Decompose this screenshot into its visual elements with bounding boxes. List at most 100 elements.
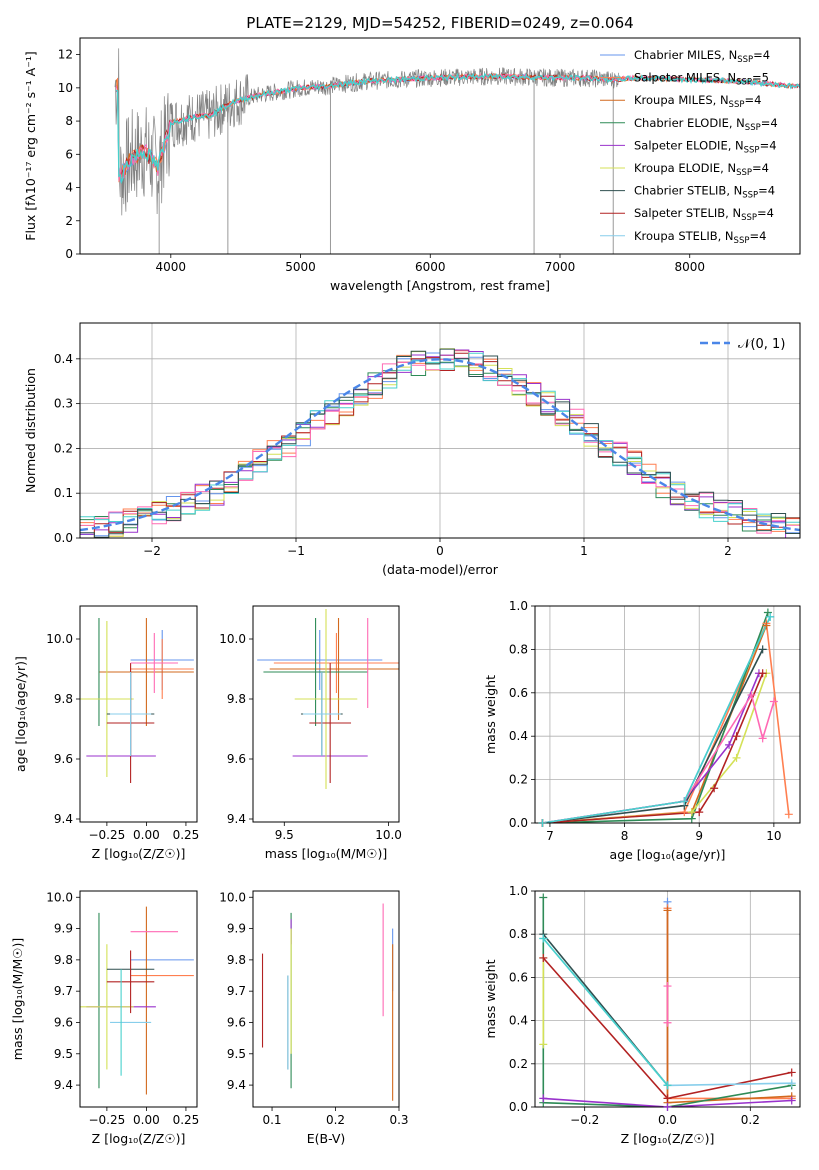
y-tick-label: 0.4	[54, 352, 73, 366]
x-tick-label: 0.1	[262, 1113, 281, 1127]
y-tick-label: 0.2	[54, 441, 73, 455]
y-axis-label: mass weight	[483, 675, 498, 754]
mass-weight-line	[542, 672, 760, 823]
mass-weight-line	[666, 908, 792, 1100]
axes-frame	[79, 37, 801, 255]
mass-weight-line	[542, 620, 790, 823]
marker-plus	[663, 982, 672, 991]
x-axis-label: Z [log₁₀(Z/Z☉)]	[92, 1131, 186, 1146]
x-axis-label: Z [log₁₀(Z/Z☉)]	[92, 846, 186, 861]
y-tick-label: 9.4	[227, 812, 246, 826]
x-tick-label: 0.0	[658, 1113, 677, 1127]
marker-plus	[663, 906, 672, 915]
y-tick-label: 0.3	[54, 397, 73, 411]
x-tick-label: 0.00	[133, 1113, 160, 1127]
y-axis-label: age [log₁₀(age/yr)]	[13, 656, 28, 772]
residual-histogram	[80, 352, 800, 530]
x-tick-label: 4000	[156, 260, 187, 274]
x-tick-label: 2	[724, 544, 732, 558]
marker-plus	[663, 1094, 672, 1103]
legend-label: Chabrier MILES, NSSP=4	[634, 48, 770, 65]
plot-area	[80, 348, 800, 538]
x-tick-label: −0.2	[570, 1113, 599, 1127]
plot-area	[542, 612, 790, 823]
marker-plus	[539, 953, 548, 962]
y-tick-label: 9.9	[54, 922, 73, 936]
x-tick-label: 7000	[545, 260, 576, 274]
legend-label: Salpeter STELIB, NSSP=4	[634, 206, 774, 223]
legend-label: Kroupa STELIB, NSSP=4	[634, 229, 766, 246]
y-tick-label: 1.0	[509, 884, 528, 898]
model-spectrum	[115, 72, 800, 185]
plot-area	[80, 906, 194, 1095]
y-tick-label: 0.0	[509, 816, 528, 830]
axes-frame	[252, 890, 400, 1108]
panel-age_vs_mass: 9.5 10.0 9.4 9.6 9.8 10.0 mass [log₁₀(M/M☉)]	[219, 605, 402, 861]
x-axis-label: (data-model)/error	[382, 562, 499, 577]
y-axis-label: Flux [fλ10⁻¹⁷ erg cm⁻² s⁻¹ A⁻¹]	[23, 51, 38, 240]
marker-plus	[758, 734, 767, 743]
legend-label: Salpeter ELODIE, NSSP=4	[634, 138, 777, 155]
marker-plus	[732, 732, 741, 741]
plot-area	[80, 618, 194, 783]
legend-label: 𝒩(0, 1)	[738, 337, 785, 352]
mass-weight-line	[543, 1097, 792, 1107]
y-tick-label: 9.6	[227, 752, 246, 766]
marker-plus	[710, 784, 719, 793]
y-tick-label: 0.6	[509, 686, 528, 700]
marker-plus	[539, 934, 548, 943]
y-tick-label: 9.6	[227, 1015, 246, 1029]
normal-curve	[80, 358, 800, 532]
x-tick-label: 0.3	[389, 1113, 408, 1127]
marker-plus	[663, 1018, 672, 1027]
marker-plus	[763, 608, 772, 617]
marker-plus	[539, 1040, 548, 1049]
y-axis-label: mass weight	[483, 959, 498, 1038]
legend-label: Salpeter MILES, NSSP=5	[634, 71, 769, 88]
mass-weight-line	[542, 693, 775, 823]
x-tick-label: 5000	[285, 260, 316, 274]
y-tick-label: 9.6	[54, 1015, 73, 1029]
x-axis-label: mass [log₁₀(M/M☉)]	[265, 846, 387, 861]
observed-spectrum	[114, 48, 619, 216]
y-tick-label: 0.2	[509, 1057, 528, 1071]
axes-frame	[534, 605, 801, 824]
x-tick-label: 6000	[415, 260, 446, 274]
y-tick-label: 9.5	[227, 1047, 246, 1061]
marker-plus	[769, 697, 778, 706]
x-tick-label: −0.25	[88, 828, 125, 842]
y-tick-label: 9.7	[227, 984, 246, 998]
y-tick-label: 0.8	[509, 642, 528, 656]
y-tick-label: 4	[65, 181, 73, 195]
y-axis-label: Normed distribution	[23, 368, 38, 493]
mass-weight-line	[542, 612, 769, 823]
marker-plus	[747, 690, 756, 699]
marker-plus	[663, 1081, 672, 1090]
x-tick-label: 10.0	[375, 828, 402, 842]
x-tick-label: 7	[546, 829, 554, 843]
y-tick-label: 0.8	[509, 927, 528, 941]
y-tick-label: 10.0	[46, 632, 73, 646]
x-axis-label: age [log₁₀(age/yr)]	[610, 847, 726, 862]
panel-mass_vs_Z: −0.25 0.00 0.25 9.4 9.5 9.6 9.7 9.8 9.9 10.0 Z [lo…	[10, 890, 199, 1146]
x-tick-label: 10	[766, 829, 781, 843]
y-tick-label: 9.8	[227, 953, 246, 967]
x-tick-label: 9	[695, 829, 703, 843]
marker-plus	[680, 797, 689, 806]
y-tick-label: 10	[58, 81, 73, 95]
x-tick-label: 0.25	[173, 828, 200, 842]
marker-plus	[784, 810, 793, 819]
x-axis-label: Z [log₁₀(Z/Z☉)]	[621, 1131, 715, 1146]
y-tick-label: 2	[65, 214, 73, 228]
figure-title: PLATE=2129, MJD=54252, FIBERID=0249, z=0…	[246, 14, 633, 32]
y-axis-label: mass [log₁₀(M/M☉)]	[10, 938, 25, 1060]
marker-plus	[732, 753, 741, 762]
marker-plus	[787, 1079, 796, 1088]
axes-frame	[79, 890, 198, 1108]
marker-plus	[787, 1068, 796, 1077]
panel-mass_weight_vs_age: 7 8 9 10 0.0 0.2 0.4 0.6 0.8 1.0 age [log₁₀(age/yr…	[483, 599, 801, 862]
marker-plus	[766, 612, 775, 621]
residual-histogram	[80, 348, 800, 538]
marker-plus	[758, 645, 767, 654]
